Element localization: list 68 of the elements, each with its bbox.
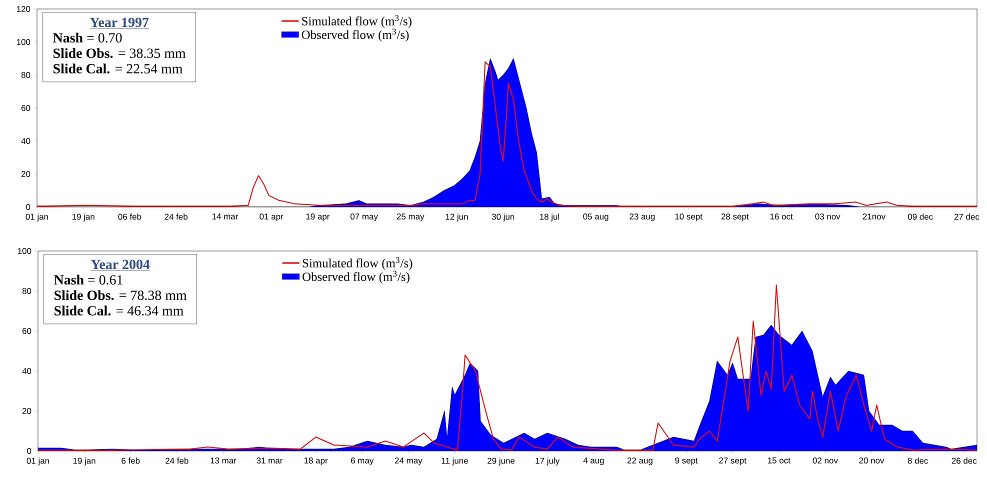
y-tick-label: 80 bbox=[22, 288, 32, 294]
line-series bbox=[38, 284, 978, 450]
x-tick-label: 31 mar bbox=[256, 458, 283, 464]
x-tick-label: 01 apr bbox=[260, 214, 284, 222]
x-tick-label: 24 feb bbox=[166, 458, 188, 464]
y-tick-label: 80 bbox=[21, 72, 30, 78]
x-tick-label: 12 jun bbox=[446, 214, 468, 222]
y-tick-label: 40 bbox=[22, 368, 32, 374]
y-tick-label: 100 bbox=[18, 248, 32, 254]
legend-label: Observed flow (m$^{3}$/s) bbox=[302, 270, 410, 284]
y-tick-label: 40 bbox=[21, 138, 30, 144]
x-tick-label: 14 mar bbox=[212, 214, 238, 220]
y-tick-label: 60 bbox=[21, 105, 30, 111]
x-tick-label: 17 july bbox=[536, 458, 560, 466]
x-tick-label: 13 mar bbox=[210, 458, 236, 464]
x-tick-label: 19 jan bbox=[73, 458, 96, 466]
x-tick-label: 07 may bbox=[350, 214, 378, 222]
x-tick-label: 29 june bbox=[488, 458, 515, 466]
x-tick-label: 24 feb bbox=[164, 214, 188, 220]
x-tick-label: 18 apr bbox=[304, 458, 328, 466]
x-tick-label: 27 dec bbox=[954, 214, 980, 220]
annotation: Slide Obs. = 38.35 mm bbox=[54, 48, 186, 58]
x-tick-label: 21nov bbox=[862, 214, 886, 220]
y-tick-label: 60 bbox=[22, 328, 32, 334]
y-tick-label: 20 bbox=[22, 408, 32, 414]
x-tick-label: 03 nov bbox=[815, 214, 840, 220]
x-tick-label: 27 sept bbox=[719, 458, 746, 466]
x-tick-label: 24 may bbox=[395, 458, 422, 466]
y-tick-label: 0 bbox=[27, 448, 32, 454]
x-tick-label: 05 aug bbox=[583, 214, 608, 222]
x-tick-label: 4 aug bbox=[583, 458, 604, 466]
x-tick-label: 11 june bbox=[442, 458, 468, 466]
x-tick-label: 19 apr bbox=[306, 214, 330, 222]
chart-title: Year 2004 bbox=[90, 260, 150, 270]
x-tick-label: 16 oct bbox=[770, 214, 793, 220]
annotation: Nash = 0.61 bbox=[54, 274, 122, 285]
x-tick-label: 20 nov bbox=[859, 458, 884, 464]
x-tick-label: 10 sept bbox=[675, 214, 702, 222]
x-tick-label: 26 dec bbox=[952, 458, 977, 464]
x-tick-label: 22 aug bbox=[627, 458, 652, 466]
x-tick-label: 01 jan bbox=[26, 458, 49, 466]
y-tick-label: 0 bbox=[26, 204, 30, 210]
x-tick-label: 06 feb bbox=[118, 214, 142, 220]
x-tick-label: 15 oct bbox=[768, 458, 790, 464]
y-tick-label: 20 bbox=[21, 171, 30, 177]
x-tick-label: 6 may bbox=[351, 458, 374, 466]
x-tick-label: 9 sept bbox=[675, 458, 698, 466]
x-tick-label: 28 sept bbox=[721, 214, 749, 222]
x-tick-label: 19 jan bbox=[72, 214, 94, 222]
x-tick-label: 30 jun bbox=[492, 214, 514, 222]
x-tick-label: 18 jul bbox=[540, 214, 560, 222]
chart-title: Year 1997 bbox=[90, 18, 149, 28]
legend-label: Simulated flow (m$^{3}$/s) bbox=[302, 15, 412, 28]
x-tick-label: 23 aug bbox=[630, 214, 655, 222]
annotation: Slide Obs. = 78.38 mm bbox=[54, 290, 187, 300]
y-tick-label: 120 bbox=[16, 6, 30, 12]
x-tick-label: 25 may bbox=[396, 214, 424, 222]
x-tick-label: 09 dec bbox=[908, 214, 933, 220]
x-tick-label: 02 nov bbox=[812, 458, 838, 464]
x-tick-label: 6 feb bbox=[122, 458, 140, 464]
annotation: Slide Cal. = 22.54 mm bbox=[54, 64, 183, 74]
x-tick-label: 01 jan bbox=[26, 214, 48, 222]
x-tick-label: 8 dec bbox=[908, 458, 928, 464]
legend-label: Observed flow (m$^{3}$/s) bbox=[302, 28, 409, 42]
y-tick-label: 100 bbox=[16, 39, 30, 45]
annotation: Nash = 0.70 bbox=[53, 32, 122, 43]
legend-label: Simulated flow (m$^{3}$/s) bbox=[302, 257, 412, 270]
annotation: Slide Cal. = 46.34 mm bbox=[54, 306, 184, 316]
